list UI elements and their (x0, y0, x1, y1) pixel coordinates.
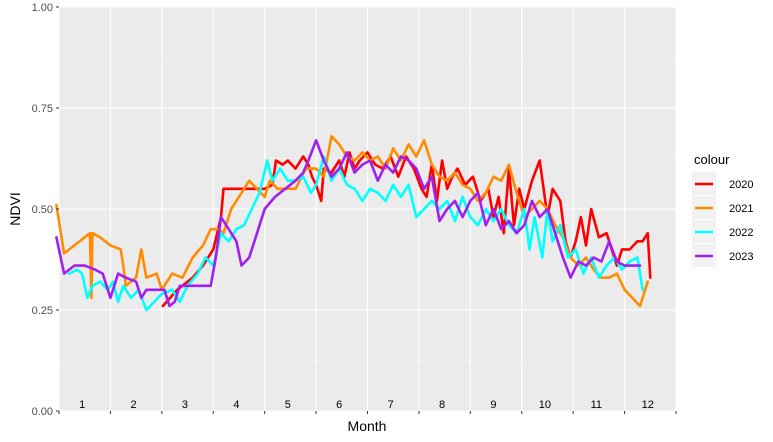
series-line-2023 (55, 139, 642, 308)
y-tick-label: 1.00 (32, 2, 53, 14)
y-tick-label: 0.50 (32, 204, 53, 216)
legend-title: colour (694, 152, 730, 167)
y-tick-label: 0.00 (32, 406, 53, 418)
legend-label-2022: 2022 (729, 227, 753, 239)
legend-label-2023: 2023 (729, 251, 753, 263)
y-tick-label: 0.75 (32, 103, 53, 115)
y-axis-title: NDVI (7, 192, 23, 225)
y-tick-label: 0.25 (32, 305, 53, 317)
y-axis: 0.00 0.25 0.50 0.75 1.00 (32, 2, 59, 418)
month-label: 12 (642, 399, 654, 411)
legend-label-2020: 2020 (729, 179, 753, 191)
month-label: 1 (79, 399, 85, 411)
month-label: 11 (591, 399, 602, 411)
month-label: 10 (539, 399, 551, 411)
x-axis-title: Month (348, 418, 387, 434)
legend-label-2021: 2021 (729, 203, 753, 215)
month-label: 2 (130, 399, 136, 411)
month-label: 5 (285, 399, 291, 411)
month-label: 9 (490, 399, 496, 411)
series-line-2020 (161, 151, 652, 308)
month-label: 3 (182, 399, 188, 411)
month-label: 8 (439, 399, 445, 411)
legend: colour 2020 2021 2022 2023 (692, 152, 753, 267)
x-axis (58, 411, 677, 414)
series-lines (55, 135, 652, 312)
month-label: 4 (233, 399, 239, 411)
month-label: 6 (336, 399, 342, 411)
month-label: 7 (388, 399, 394, 411)
month-labels: 1 2 3 4 5 6 7 8 9 10 11 12 (79, 399, 654, 411)
